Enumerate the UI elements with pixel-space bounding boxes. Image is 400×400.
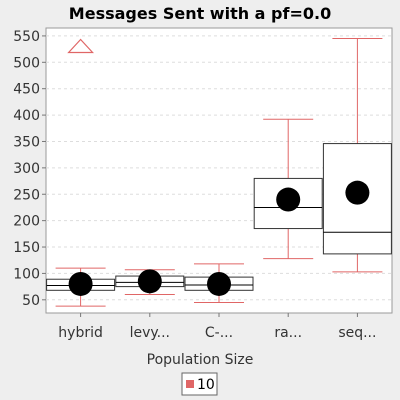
legend-box bbox=[181, 372, 218, 396]
x-axis-title: Population Size bbox=[147, 352, 254, 368]
legend-swatch bbox=[186, 380, 194, 388]
y-tick-label: 400 bbox=[13, 108, 40, 124]
legend: 10 bbox=[181, 372, 218, 396]
y-tick-label: 50 bbox=[22, 293, 40, 309]
mean-marker bbox=[207, 271, 231, 296]
x-tick-label: C-... bbox=[205, 325, 233, 341]
legend-label: 10 bbox=[197, 377, 215, 393]
y-tick-label: 250 bbox=[13, 187, 40, 203]
y-tick-label: 100 bbox=[13, 266, 40, 282]
x-tick-label: hybrid bbox=[58, 325, 103, 341]
y-axis: 50 100 150 200 250 300 350 400 450 500 550 bbox=[13, 29, 46, 309]
x-tick-label: seq... bbox=[338, 325, 376, 341]
chart-title: Messages Sent with a pf=0.0 bbox=[69, 4, 331, 23]
marks-layer bbox=[46, 38, 392, 307]
mean-marker bbox=[345, 180, 370, 205]
x-tick-label: levy... bbox=[130, 325, 170, 341]
x-axis: hybrid levy... C-... ra... seq... bbox=[58, 313, 376, 341]
y-tick-label: 200 bbox=[13, 214, 40, 230]
y-tick-label: 500 bbox=[13, 55, 40, 71]
y-tick-label: 450 bbox=[13, 82, 40, 98]
y-tick-label: 350 bbox=[13, 134, 40, 150]
y-tick-label: 150 bbox=[13, 240, 40, 256]
y-tick-label: 550 bbox=[13, 29, 40, 45]
mean-marker bbox=[276, 187, 301, 212]
x-tick-label: ra... bbox=[274, 325, 302, 341]
mean-marker bbox=[68, 271, 93, 296]
mean-marker bbox=[137, 269, 162, 294]
y-tick-label: 300 bbox=[13, 161, 40, 177]
outlier-marker bbox=[67, 38, 94, 54]
